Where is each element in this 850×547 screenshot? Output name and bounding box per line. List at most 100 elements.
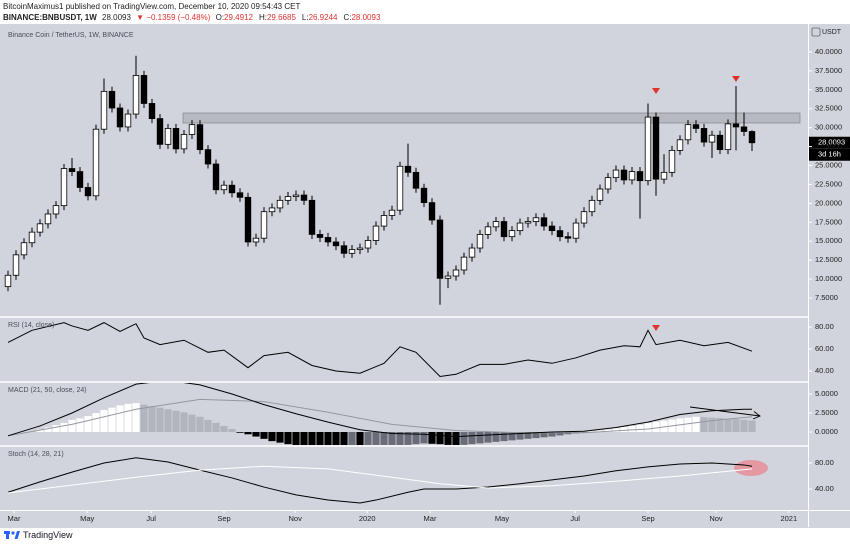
histogram-bar [140, 404, 148, 433]
candle-body [68, 168, 76, 172]
currency-icon [811, 27, 821, 37]
histogram-bar [100, 409, 108, 433]
x-tick-label: Nov [289, 514, 303, 523]
ohlc-item: C:28.0093 [343, 13, 383, 22]
candle-body [636, 171, 644, 182]
histogram-bar [708, 417, 716, 433]
histogram-bar [556, 432, 564, 436]
candle-body [740, 126, 748, 132]
candle-body [188, 124, 196, 135]
candle-body [76, 171, 84, 188]
y-tick-label: 30.0000 [815, 123, 842, 132]
ohlc-label: C: [343, 13, 352, 22]
histogram-bar [508, 432, 516, 441]
rsi-marker [652, 325, 660, 331]
highlight-ellipse [734, 460, 768, 476]
histogram-bar [124, 403, 132, 433]
candle-body [100, 90, 108, 130]
candle-body [708, 134, 716, 143]
last-price: 28.0093 [102, 13, 131, 22]
candle-body [388, 209, 396, 216]
histogram-bar [196, 416, 204, 433]
candle-body [300, 194, 308, 201]
candle-body [748, 131, 756, 144]
histogram-bar [500, 432, 508, 442]
candle-body [476, 234, 484, 249]
candle-body [596, 188, 604, 201]
candle-body [156, 118, 164, 145]
histogram-bar [492, 432, 500, 442]
candle-body [252, 237, 260, 243]
histogram-bar [76, 418, 84, 433]
histogram-bar [172, 410, 180, 433]
candle-body [172, 128, 180, 150]
histogram-bar [628, 425, 636, 433]
candle-body [148, 103, 156, 120]
candle-body [132, 75, 140, 115]
candle-body [236, 192, 244, 198]
y-tick-label: 0.0000 [815, 427, 838, 436]
histogram-bar [748, 420, 756, 433]
ohlc-value: 26.9244 [308, 13, 338, 22]
candle-body [732, 123, 740, 128]
histogram-bar [148, 406, 156, 433]
candle-body [628, 171, 636, 181]
candle-body [20, 242, 28, 256]
histogram-bar [132, 403, 140, 433]
candle-body [212, 163, 220, 191]
histogram-bar [260, 432, 268, 439]
candle-body [196, 124, 204, 151]
candle-body [420, 187, 428, 204]
candle-body [668, 149, 676, 173]
y-tick-label: 22.5000 [815, 179, 842, 188]
histogram-bar [716, 417, 724, 433]
histogram-bar [476, 432, 484, 444]
histogram-bar [380, 432, 388, 445]
histogram-bar [388, 432, 396, 445]
histogram-bar [84, 416, 92, 433]
histogram-bar [204, 419, 212, 433]
pane [7, 457, 753, 504]
candle-body [412, 171, 420, 189]
histogram-bar [228, 428, 236, 433]
ohlc-value: 29.4912 [224, 13, 253, 22]
ohlc-item: L:26.9244 [302, 13, 341, 22]
candle-body [124, 113, 132, 128]
histogram-bar [460, 432, 468, 445]
histogram-bar [188, 414, 196, 433]
histogram-bar [540, 432, 548, 438]
candle-body [556, 230, 564, 238]
candle-body [716, 134, 724, 151]
histogram-bar [524, 432, 532, 439]
x-tick-label: Jul [146, 514, 156, 523]
pane-title: Stoch (14, 28, 21) [8, 451, 64, 458]
candle-body [372, 225, 380, 241]
histogram-bar [180, 412, 188, 433]
candle-body [500, 221, 508, 238]
histogram-bar [740, 419, 748, 433]
candle-body [332, 241, 340, 247]
candle-body [564, 236, 572, 239]
y-tick-label: 27.5000 [815, 142, 842, 151]
histogram-bar [308, 432, 316, 445]
histogram-bar [468, 432, 476, 445]
ohlc-value: 29.6685 [266, 13, 296, 22]
y-tick-label: 15.0000 [815, 236, 842, 245]
y-tick-label: 40.0000 [815, 47, 842, 56]
y-tick-label: 7.5000 [815, 293, 838, 302]
candle-body [484, 226, 492, 235]
symbol-line: BINANCE:BNBUSDT, 1W 28.0093 ▼ −0.1359 (−… [3, 13, 386, 22]
candle-body [260, 211, 268, 239]
candle-body [404, 165, 412, 173]
y-tick-label: 80.00 [815, 458, 834, 467]
ohlc-value: 28.0093 [351, 13, 381, 22]
histogram-bar [60, 422, 68, 433]
candle-body [548, 225, 556, 232]
histogram-bar [116, 405, 124, 433]
resistance-zone [182, 112, 801, 124]
candle-body [180, 134, 188, 150]
histogram-bar [164, 409, 172, 433]
publish-text: BitcoinMaximus1 published on TradingView… [3, 2, 301, 11]
y-tick-label: 17.5000 [815, 217, 842, 226]
candle-body [292, 194, 300, 197]
